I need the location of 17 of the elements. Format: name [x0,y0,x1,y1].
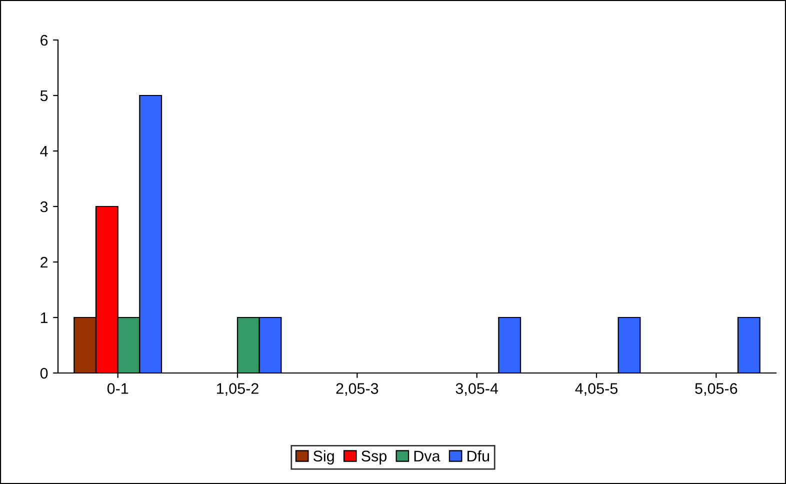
y-tick-label: 2 [40,256,48,268]
y-tick-label: 4 [40,146,48,157]
y-tick-label: 0 [40,368,48,379]
x-tick-label: 0-1 [107,383,128,394]
legend-label: Dva [414,450,440,462]
legend-label: Sig [313,450,334,465]
x-tick-label: 3,05-4 [456,383,498,396]
y-tick-label: 1 [40,312,48,324]
x-tick-label: 2,05-3 [336,383,378,396]
x-tick-label: 5,05-6 [695,383,738,396]
legend-label: Ssp [362,450,387,465]
y-tick-label: 6 [40,34,48,46]
x-tick-label: 4,05-5 [575,383,618,396]
y-tick-label: 5 [40,90,48,102]
y-tick-label: 3 [40,201,48,212]
x-tick-label: 1,05-2 [217,383,258,396]
legend-label: Dfu [468,450,490,462]
